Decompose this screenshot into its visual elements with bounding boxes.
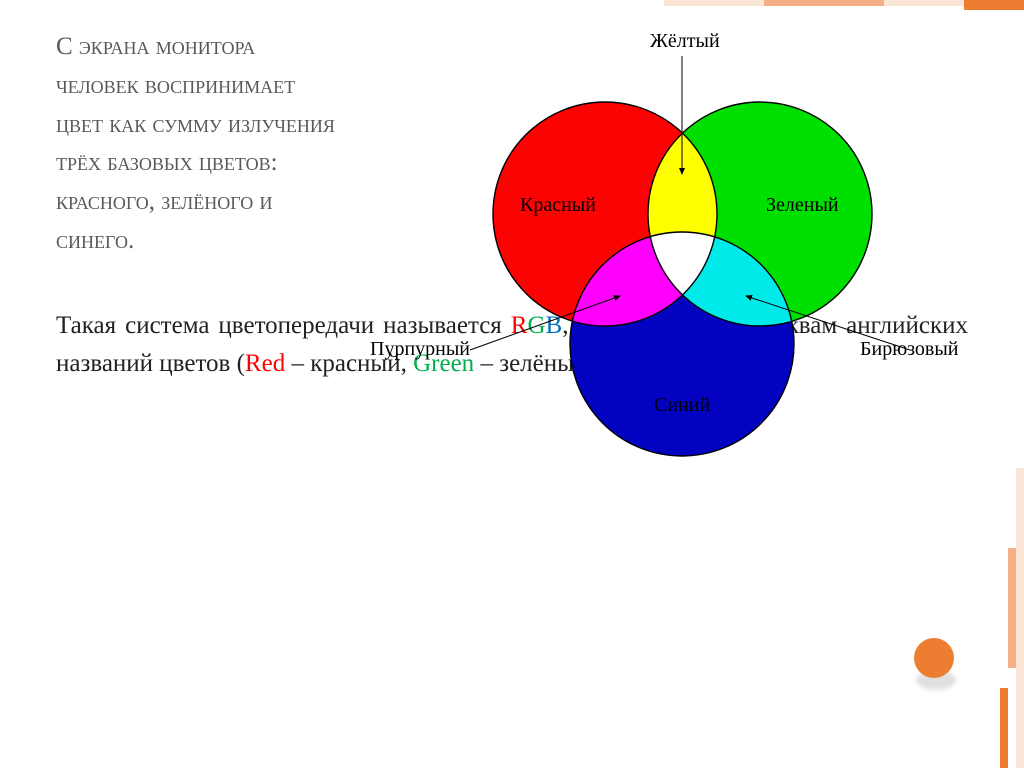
label-magenta: Пурпурный	[370, 338, 470, 361]
slide-heading: С экрана монитора человек воспринимает ц…	[56, 28, 336, 261]
label-red-circle: Красный	[520, 194, 596, 217]
accent-dot	[914, 638, 954, 678]
label-cyan: Бирюзовый	[860, 338, 959, 361]
label-green-circle: Зеленый	[766, 194, 839, 217]
label-blue-circle: Синий	[654, 394, 710, 417]
rgb-venn-diagram: Жёлтый Пурпурный Бирюзовый Красный Зелен…	[370, 24, 960, 464]
slide-content: С экрана монитора человек воспринимает ц…	[0, 0, 1024, 768]
label-yellow: Жёлтый	[650, 30, 720, 53]
